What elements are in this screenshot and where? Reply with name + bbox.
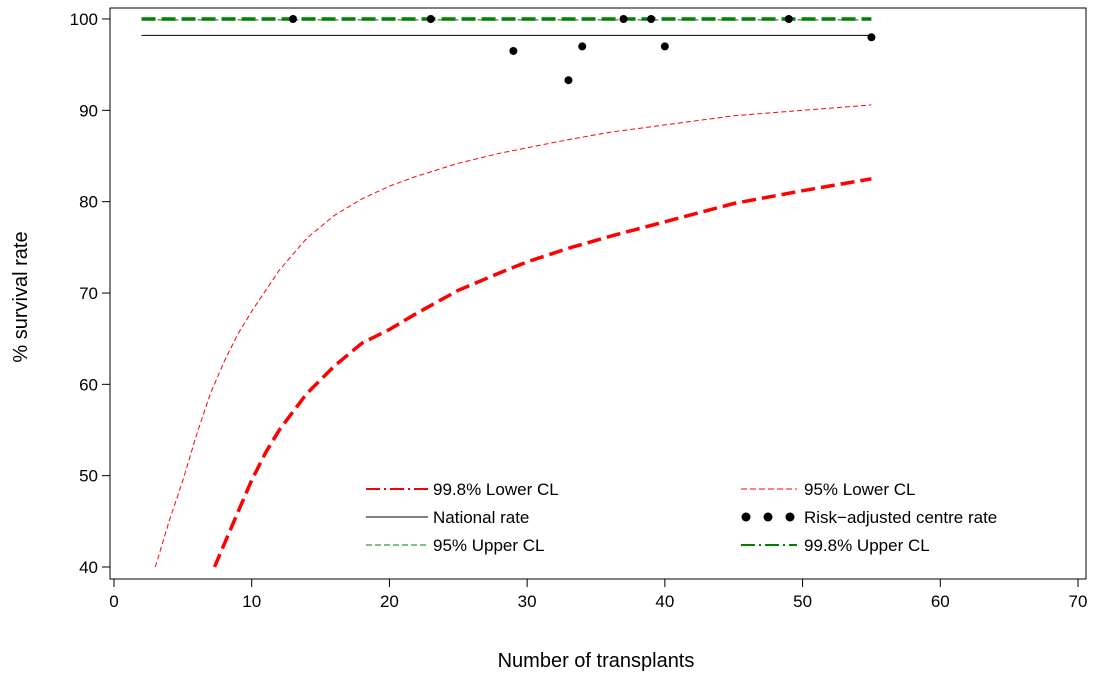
y-tick-label: 50 — [79, 467, 98, 486]
x-tick-label: 60 — [931, 592, 950, 611]
plot-area-frame — [109, 7, 1087, 580]
x-tick-label: 30 — [518, 592, 537, 611]
legend-label-1: 95% Lower CL — [804, 480, 916, 499]
centre-rate-point — [867, 33, 876, 42]
legend-swatch-dot — [741, 512, 751, 522]
legend-label-2: National rate — [433, 508, 529, 527]
x-tick-label: 40 — [655, 592, 674, 611]
x-tick-label: 10 — [242, 592, 261, 611]
centre-rate-point — [660, 42, 669, 51]
y-axis: 40 50 60 70 80 90 100 — [70, 10, 110, 577]
legend: 99.8% Lower CL 95% Lower CL National rate R… — [366, 480, 997, 555]
x-axis: 0 10 20 30 40 50 60 70 — [109, 579, 1087, 611]
y-tick-label: 40 — [79, 558, 98, 577]
y-axis-title: % survival rate — [10, 231, 32, 362]
y-tick-label: 60 — [79, 375, 98, 394]
centre-rate-point — [784, 15, 793, 23]
x-tick-label: 0 — [109, 592, 118, 611]
y-tick-label: 70 — [79, 284, 98, 303]
x-axis-title: Number of transplants — [498, 650, 695, 672]
x-tick-label: 50 — [793, 592, 812, 611]
legend-label-3: Risk−adjusted centre rate — [804, 508, 997, 527]
x-tick-label: 20 — [380, 592, 399, 611]
centre-rate-point — [619, 15, 628, 23]
centre-rate-point — [426, 15, 435, 23]
centre-rate-point — [578, 42, 587, 51]
y-tick-label: 80 — [79, 193, 98, 212]
x-tick-label: 70 — [1069, 592, 1088, 611]
legend-label-4: 95% Upper CL — [433, 536, 545, 555]
legend-swatch-dot — [763, 512, 773, 522]
legend-label-5: 99.8% Upper CL — [804, 536, 930, 555]
centre-rate-point — [564, 76, 573, 85]
series-line-0 — [154, 104, 872, 568]
y-tick-label: 90 — [79, 101, 98, 120]
centre-rate-point — [647, 15, 656, 23]
series-line-1 — [212, 177, 872, 568]
centre-rate-point — [289, 15, 298, 23]
series-layer — [141, 15, 876, 568]
y-tick-label: 100 — [70, 10, 98, 29]
centre-rate-point — [509, 46, 518, 55]
legend-swatch-dot — [785, 512, 795, 522]
legend-label-0: 99.8% Lower CL — [433, 480, 559, 499]
